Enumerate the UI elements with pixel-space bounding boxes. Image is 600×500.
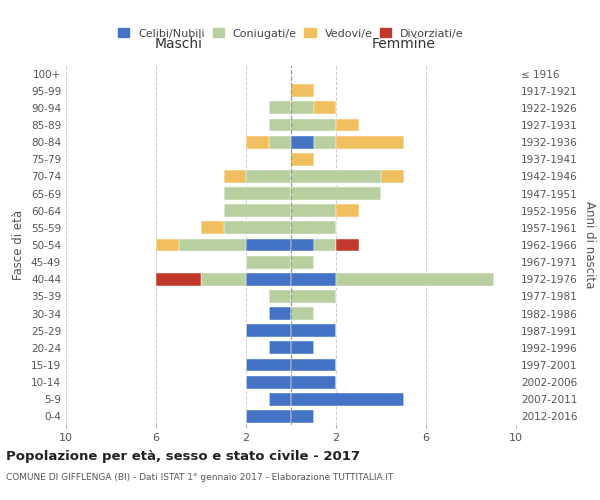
Bar bbox=[291, 102, 314, 114]
Bar bbox=[246, 136, 269, 148]
Bar bbox=[156, 238, 179, 252]
Legend: Celibi/Nubili, Coniugati/e, Vedovi/e, Divorziati/e: Celibi/Nubili, Coniugati/e, Vedovi/e, Di… bbox=[114, 24, 468, 43]
Bar bbox=[246, 273, 291, 285]
Bar bbox=[291, 342, 314, 354]
Bar bbox=[291, 256, 314, 268]
Bar bbox=[291, 153, 314, 166]
Bar bbox=[291, 204, 336, 217]
Bar bbox=[291, 238, 314, 252]
Bar bbox=[223, 204, 291, 217]
Y-axis label: Fasce di età: Fasce di età bbox=[13, 210, 25, 280]
Bar bbox=[291, 273, 336, 285]
Bar bbox=[246, 376, 291, 388]
Bar bbox=[336, 238, 359, 252]
Bar bbox=[291, 324, 336, 337]
Bar bbox=[336, 273, 493, 285]
Bar bbox=[246, 410, 291, 423]
Text: COMUNE DI GIFFLENGA (BI) - Dati ISTAT 1° gennaio 2017 - Elaborazione TUTTITALIA.: COMUNE DI GIFFLENGA (BI) - Dati ISTAT 1°… bbox=[6, 472, 394, 482]
Bar bbox=[381, 170, 404, 183]
Bar bbox=[223, 170, 246, 183]
Text: Maschi: Maschi bbox=[155, 38, 203, 52]
Bar bbox=[291, 118, 336, 132]
Text: Popolazione per età, sesso e stato civile - 2017: Popolazione per età, sesso e stato civil… bbox=[6, 450, 360, 463]
Bar bbox=[201, 222, 223, 234]
Bar bbox=[336, 136, 404, 148]
Text: Femmine: Femmine bbox=[371, 38, 436, 52]
Bar bbox=[246, 358, 291, 372]
Bar bbox=[314, 238, 336, 252]
Bar bbox=[291, 222, 336, 234]
Bar bbox=[314, 136, 336, 148]
Bar bbox=[246, 170, 291, 183]
Bar bbox=[291, 136, 314, 148]
Bar bbox=[269, 342, 291, 354]
Bar bbox=[336, 118, 359, 132]
Bar bbox=[314, 102, 336, 114]
Bar bbox=[269, 136, 291, 148]
Bar bbox=[201, 273, 246, 285]
Bar bbox=[156, 273, 201, 285]
Bar bbox=[269, 307, 291, 320]
Bar bbox=[223, 222, 291, 234]
Bar bbox=[336, 204, 359, 217]
Bar bbox=[291, 187, 381, 200]
Bar bbox=[291, 358, 336, 372]
Bar bbox=[291, 410, 314, 423]
Bar bbox=[269, 393, 291, 406]
Bar bbox=[269, 290, 291, 303]
Bar bbox=[246, 256, 291, 268]
Bar bbox=[269, 102, 291, 114]
Bar bbox=[291, 307, 314, 320]
Bar bbox=[291, 84, 314, 97]
Bar bbox=[291, 170, 381, 183]
Bar bbox=[291, 376, 336, 388]
Bar bbox=[223, 187, 291, 200]
Bar bbox=[291, 393, 404, 406]
Bar bbox=[269, 118, 291, 132]
Y-axis label: Anni di nascita: Anni di nascita bbox=[583, 202, 596, 288]
Bar bbox=[179, 238, 246, 252]
Bar bbox=[246, 324, 291, 337]
Bar bbox=[291, 290, 336, 303]
Bar bbox=[246, 238, 291, 252]
